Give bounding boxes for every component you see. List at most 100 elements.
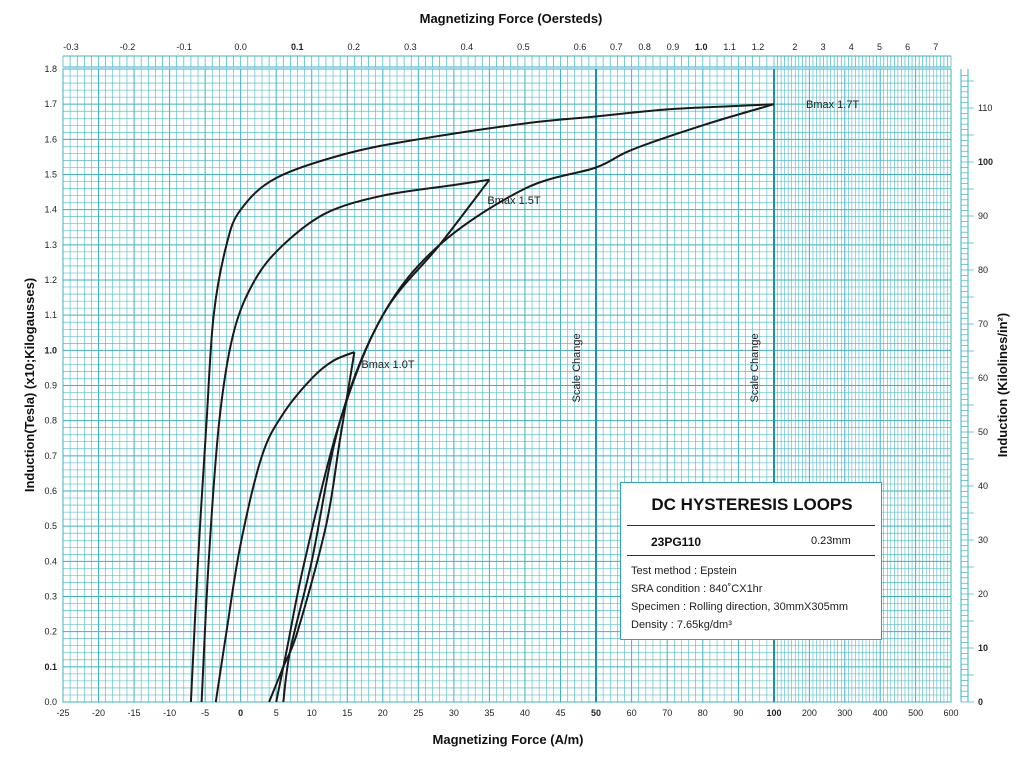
scale-change-label: Scale Change <box>749 333 761 402</box>
y-right-tick-label: 40 <box>978 481 988 491</box>
x-bottom-tick-label: 100 <box>766 708 781 718</box>
bmax-label: Bmax 1.0T <box>361 359 414 371</box>
y-left-tick-label: 1.5 <box>44 170 57 180</box>
x-top-tick-label: 0.7 <box>610 42 623 52</box>
bmax-1-7t-upper-branch <box>189 103 775 703</box>
x-bottom-tick-label: 70 <box>662 708 672 718</box>
x-top-tick-label: 0.0 <box>234 42 247 52</box>
x-bottom-tick-label: 45 <box>555 708 565 718</box>
x-top-tick-label: 1.1 <box>723 42 736 52</box>
y-right-tick-label: 10 <box>978 643 988 653</box>
x-top-tick-label: 1.0 <box>695 42 708 52</box>
x-bottom-tick-label: 90 <box>733 708 743 718</box>
y-left-tick-label: 0.4 <box>44 556 57 566</box>
x-bottom-tick-label: -25 <box>56 708 69 718</box>
y-left-tick-label: 0.1 <box>44 662 57 672</box>
info-box-divider <box>627 525 875 526</box>
y-left-tick-label: 0.7 <box>44 451 57 461</box>
y-right-tick-label: 90 <box>978 211 988 221</box>
y-right-tick-label: 70 <box>978 319 988 329</box>
bottom-axis-title: Magnetizing Force (A/m) <box>433 732 584 747</box>
x-top-tick-label: 2 <box>792 42 797 52</box>
x-top-tick-label: 0.2 <box>348 42 361 52</box>
y-right-tick-label: 0 <box>978 697 983 707</box>
x-bottom-tick-label: 0 <box>238 708 243 718</box>
y-left-tick-label: 0.9 <box>44 381 57 391</box>
x-top-tick-label: -0.3 <box>63 42 79 52</box>
bmax-label: Bmax 1.5T <box>487 195 540 207</box>
right-ruler <box>960 69 974 703</box>
left-axis-title: Induction(Tesla) (x10;Kilogausses) <box>22 278 37 492</box>
axis-ticks: -25 -20 -15 -10 -5 0 5 10 15 20 25 30 35 40 45 50 60 70 80… <box>44 42 993 718</box>
legend-info-box: DC HYSTERESIS LOOPS 23PG110 0.23mm Test … <box>620 482 882 640</box>
y-right-tick-label: 110 <box>978 103 992 113</box>
x-bottom-tick-label: 10 <box>307 708 317 718</box>
y-right-tick-label: 20 <box>978 589 988 599</box>
y-left-tick-label: 0.8 <box>44 416 57 426</box>
grid <box>62 55 974 703</box>
info-box-title: DC HYSTERESIS LOOPS <box>651 495 853 514</box>
thickness: 0.23mm <box>811 535 851 547</box>
top-axis-title: Magnetizing Force (Oersteds) <box>420 11 603 26</box>
scale-change-label: Scale Change <box>571 333 583 402</box>
x-bottom-tick-label: 15 <box>342 708 352 718</box>
x-top-tick-label: 0.1 <box>291 42 304 52</box>
x-top-tick-label: 0.6 <box>574 42 587 52</box>
x-top-tick-label: 3 <box>821 42 826 52</box>
x-top-tick-label: 6 <box>905 42 910 52</box>
bmax-1-5t-upper-branch <box>200 178 490 703</box>
x-bottom-tick-label: 200 <box>802 708 817 718</box>
y-right-tick-label: 50 <box>978 427 988 437</box>
x-bottom-tick-label: 40 <box>520 708 530 718</box>
x-top-tick-label: 0.9 <box>667 42 680 52</box>
y-right-tick-label: 100 <box>978 157 993 167</box>
x-bottom-tick-label: 60 <box>627 708 637 718</box>
y-left-tick-label: 1.7 <box>44 99 57 109</box>
steel-grade: 23PG110 <box>651 535 702 549</box>
y-right-tick-label: 30 <box>978 535 988 545</box>
x-top-tick-label: 0.8 <box>638 42 651 52</box>
bmax-1-5t-lower-branch <box>275 179 491 703</box>
y-left-tick-label: 1.6 <box>44 134 57 144</box>
test-method: Test method : Epstein <box>631 565 737 577</box>
x-bottom-tick-label: 400 <box>873 708 888 718</box>
x-bottom-tick-label: 50 <box>591 708 601 718</box>
x-top-tick-label: 7 <box>933 42 938 52</box>
y-left-tick-label: 1.4 <box>44 205 57 215</box>
y-left-tick-label: 0.0 <box>44 697 57 707</box>
specimen: Specimen : Rolling direction, 30mmX305mm <box>631 601 849 613</box>
annotations: Bmax 1.7T Bmax 1.5T Bmax 1.0T <box>361 99 859 371</box>
y-left-tick-label: 1.8 <box>44 64 57 74</box>
x-top-tick-label: -0.2 <box>120 42 136 52</box>
hysteresis-curves <box>189 103 775 703</box>
right-axis-title: Induction (Kilolines/in²) <box>995 313 1010 457</box>
x-top-tick-label: 1.2 <box>752 42 765 52</box>
y-right-tick-label: 80 <box>978 265 988 275</box>
x-bottom-tick-label: 300 <box>837 708 852 718</box>
bmax-1-7t-lower-branch <box>282 103 775 703</box>
x-top-tick-label: 0.3 <box>404 42 417 52</box>
x-bottom-tick-label: -5 <box>201 708 209 718</box>
y-left-tick-label: 1.3 <box>44 240 57 250</box>
y-left-tick-label: 1.1 <box>44 310 57 320</box>
x-bottom-tick-label: 35 <box>484 708 494 718</box>
x-top-tick-label: 5 <box>877 42 882 52</box>
x-top-tick-label: 4 <box>849 42 854 52</box>
y-left-tick-label: 0.6 <box>44 486 57 496</box>
x-bottom-tick-label: 80 <box>698 708 708 718</box>
x-top-tick-label: 0.4 <box>461 42 474 52</box>
x-bottom-tick-label: 20 <box>378 708 388 718</box>
y-left-tick-label: 0.5 <box>44 521 57 531</box>
bmax-1-0t-upper-branch <box>214 351 355 703</box>
x-top-tick-label: -0.1 <box>176 42 192 52</box>
x-bottom-tick-label: 5 <box>274 708 279 718</box>
y-left-tick-label: 1.0 <box>44 345 57 355</box>
y-left-tick-label: 1.2 <box>44 275 57 285</box>
bmax-1-0t-lower-branch <box>268 351 356 703</box>
y-left-tick-label: 0.2 <box>44 627 57 637</box>
x-bottom-tick-label: -20 <box>92 708 105 718</box>
top-ruler <box>62 55 952 68</box>
y-left-tick-label: 0.3 <box>44 592 57 602</box>
x-bottom-tick-label: 30 <box>449 708 459 718</box>
